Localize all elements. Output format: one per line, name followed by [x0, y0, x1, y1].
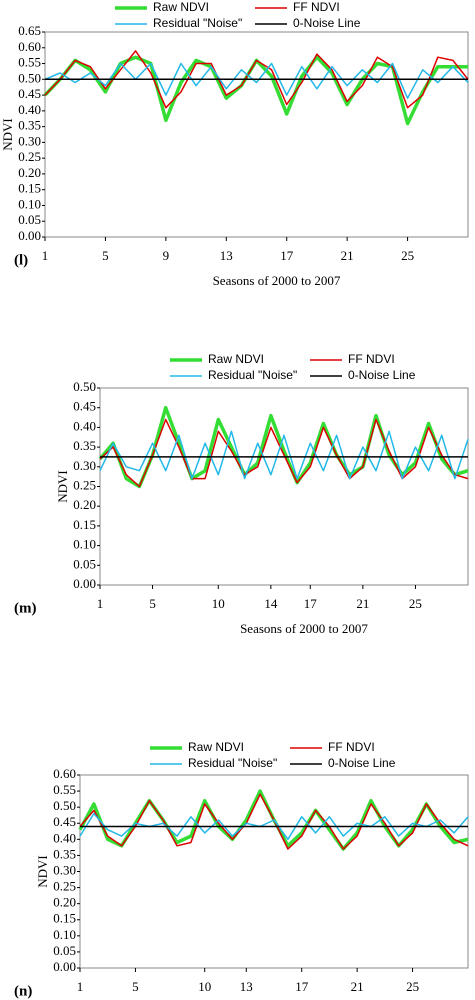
x-tick-label: 17 — [304, 596, 318, 611]
y-tick-label: 0.35 — [18, 118, 41, 133]
y-tick-label: 0.10 — [18, 196, 41, 211]
x-tick-label: 13 — [220, 248, 233, 263]
y-tick-label: 0.25 — [18, 149, 41, 164]
y-axis-title: NDVI — [0, 118, 15, 151]
legend-label: 0-Noise Line — [328, 756, 396, 770]
x-tick-label: 21 — [356, 596, 369, 611]
y-tick-label: 0.40 — [73, 418, 96, 433]
x-tick-label: 10 — [198, 979, 211, 994]
y-tick-label: 0.40 — [18, 102, 41, 117]
x-tick-label: 10 — [212, 596, 225, 611]
x-axis-title: Seasons of 2000 to 2007 — [213, 273, 341, 288]
y-tick-label: 0.45 — [53, 814, 76, 829]
y-tick-label: 0.00 — [18, 228, 41, 243]
series-line — [44, 50, 469, 109]
y-tick-label: 0.30 — [73, 458, 96, 473]
panel-label: (n) — [14, 983, 32, 999]
x-tick-label: 5 — [132, 979, 139, 994]
x-tick-label: 25 — [409, 596, 422, 611]
x-tick-label: 5 — [102, 248, 109, 263]
x-tick-label: 9 — [163, 248, 170, 263]
x-tick-label: 1 — [42, 248, 49, 263]
y-tick-label: 0.20 — [73, 497, 96, 512]
y-tick-label: 0.20 — [53, 895, 76, 910]
x-tick-label: 13 — [240, 979, 253, 994]
y-tick-label: 0.10 — [53, 927, 76, 942]
y-tick-label: 0.00 — [73, 576, 96, 591]
x-tick-label: 21 — [341, 248, 354, 263]
x-tick-label: 17 — [280, 248, 294, 263]
series-line — [44, 62, 469, 99]
y-tick-label: 0.45 — [73, 399, 96, 414]
series-line — [79, 812, 469, 841]
x-tick-label: 17 — [295, 979, 309, 994]
y-tick-label: 0.35 — [53, 846, 76, 861]
legend-label: 0-Noise Line — [348, 368, 416, 382]
y-tick-label: 0.45 — [18, 86, 41, 101]
panel-label: (m) — [14, 600, 37, 616]
y-tick-label: 0.35 — [73, 438, 96, 453]
x-tick-label: 25 — [401, 248, 414, 263]
x-tick-label: 5 — [149, 596, 156, 611]
y-tick-label: 0.30 — [18, 133, 41, 148]
x-tick-label: 21 — [351, 979, 364, 994]
y-tick-label: 0.50 — [73, 379, 96, 394]
y-tick-label: 0.25 — [73, 477, 96, 492]
y-tick-label: 0.30 — [53, 862, 76, 877]
y-tick-label: 0.55 — [18, 55, 41, 70]
series-line — [99, 418, 469, 488]
y-axis-title: NDVI — [35, 855, 50, 888]
y-tick-label: 0.55 — [53, 782, 76, 797]
legend-label: FF NDVI — [293, 0, 340, 14]
x-tick-label: 1 — [77, 979, 84, 994]
legend-label: FF NDVI — [328, 740, 375, 754]
y-tick-label: 0.05 — [18, 212, 41, 227]
legend-label: 0-Noise Line — [293, 16, 361, 30]
y-tick-label: 0.60 — [53, 766, 76, 781]
legend-label: Raw NDVI — [188, 740, 244, 754]
y-tick-label: 0.15 — [18, 181, 41, 196]
x-tick-label: 14 — [264, 596, 278, 611]
y-axis-title: NDVI — [55, 470, 70, 503]
legend-label: Residual "Noise" — [188, 756, 277, 770]
legend-label: Raw NDVI — [153, 0, 209, 14]
y-tick-label: 0.50 — [18, 70, 41, 85]
plot-area — [99, 387, 469, 586]
panel-label: (l) — [14, 252, 28, 268]
y-tick-label: 0.05 — [73, 556, 96, 571]
y-tick-label: 0.20 — [18, 165, 41, 180]
y-tick-label: 0.40 — [53, 830, 76, 845]
series-line — [98, 405, 469, 489]
y-tick-label: 0.00 — [53, 959, 76, 974]
y-tick-label: 0.15 — [73, 517, 96, 532]
legend-label: Residual "Noise" — [153, 16, 242, 30]
y-tick-label: 0.60 — [18, 39, 41, 54]
y-tick-label: 0.15 — [53, 911, 76, 926]
x-tick-label: 25 — [406, 979, 419, 994]
x-tick-label: 1 — [97, 596, 104, 611]
legend-label: Residual "Noise" — [208, 368, 297, 382]
y-tick-label: 0.05 — [53, 943, 76, 958]
plot-area — [44, 31, 469, 238]
y-tick-label: 0.50 — [53, 798, 76, 813]
y-tick-label: 0.10 — [73, 537, 96, 552]
legend-label: Raw NDVI — [208, 352, 264, 366]
series-line — [99, 430, 469, 480]
x-axis-title: Seasons of 2000 to 2007 — [240, 621, 368, 636]
legend-label: FF NDVI — [348, 352, 395, 366]
y-tick-label: 0.25 — [53, 879, 76, 894]
y-tick-label: 0.65 — [18, 23, 41, 38]
plot-area — [79, 774, 469, 969]
